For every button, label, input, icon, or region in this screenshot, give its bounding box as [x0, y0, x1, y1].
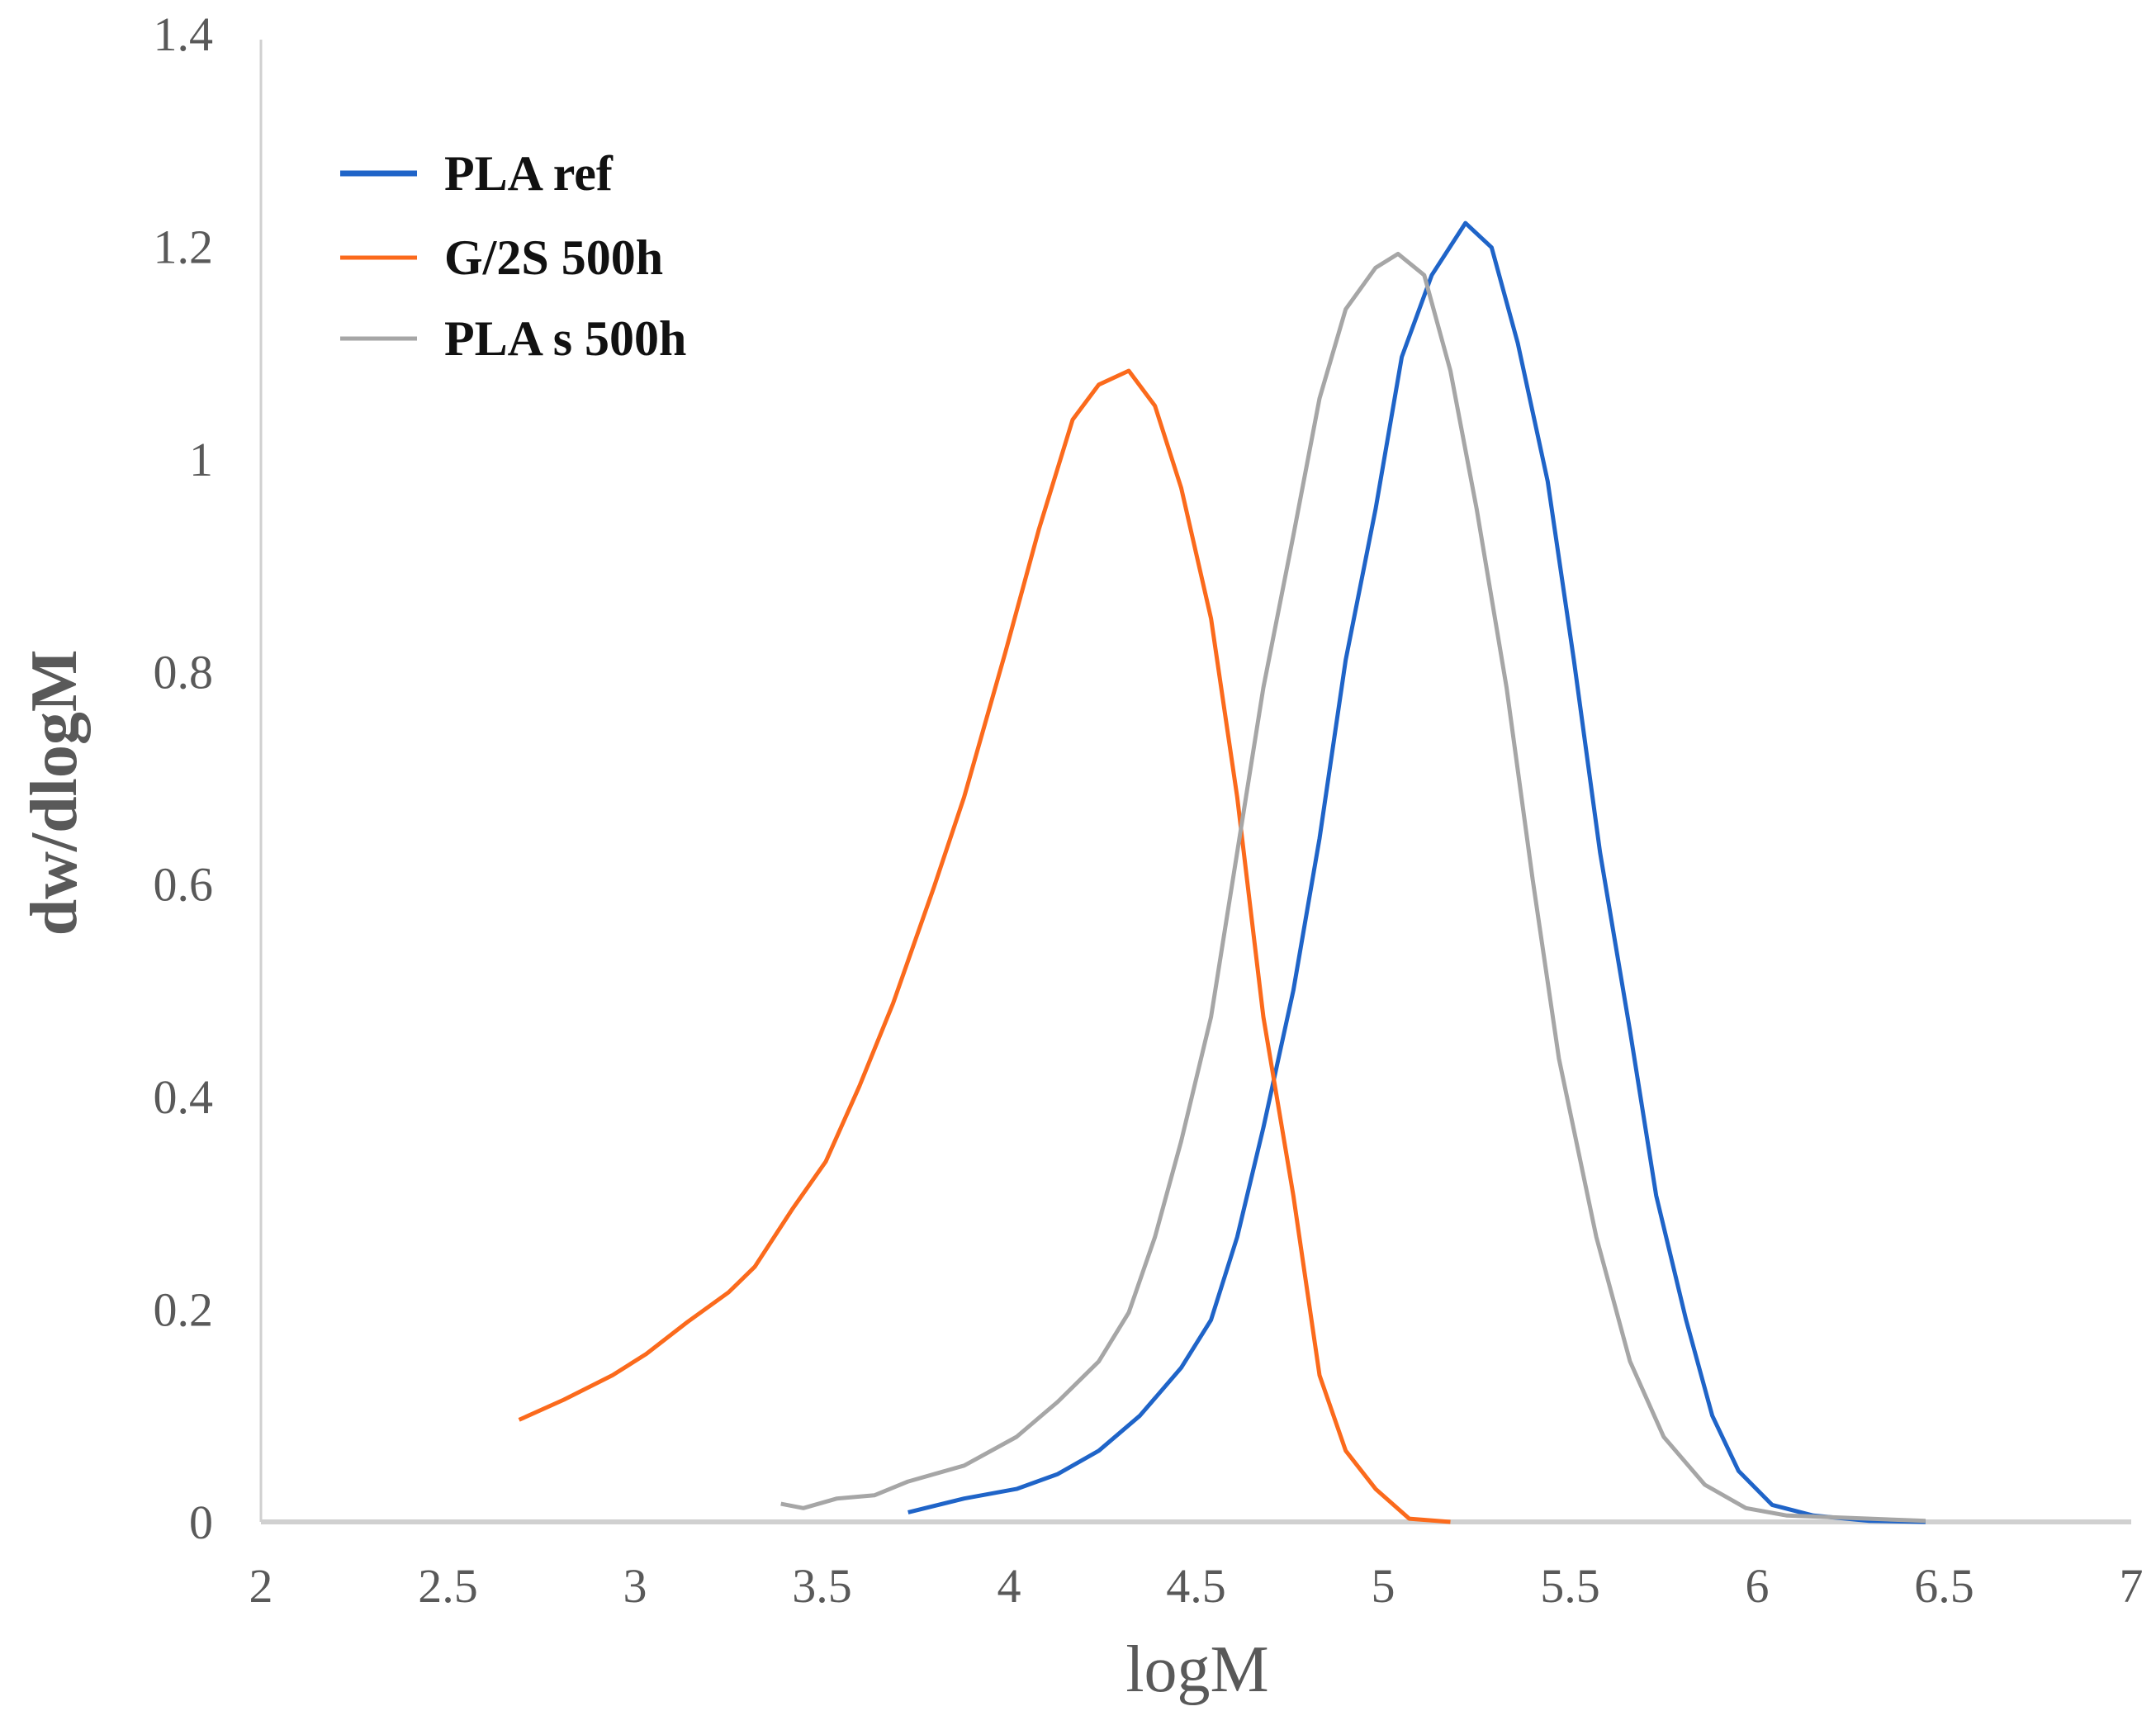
legend-label: PLA s 500h — [444, 311, 686, 366]
legend-label: G/2S 500h — [444, 230, 663, 285]
x-tick-label: 2 — [249, 1559, 273, 1613]
y-tick-label: 1 — [189, 433, 213, 486]
x-tick-label: 4 — [997, 1559, 1021, 1613]
x-tick-label: 6.5 — [1914, 1559, 1974, 1613]
x-tick-label: 3.5 — [792, 1559, 852, 1613]
y-tick-label: 0.2 — [154, 1283, 214, 1337]
x-tick-label: 5.5 — [1540, 1559, 1600, 1613]
y-tick-label: 0.8 — [154, 645, 214, 699]
y-tick-label: 0.6 — [154, 858, 214, 912]
y-tick-label: 1.4 — [154, 7, 214, 61]
x-tick-label: 3 — [623, 1559, 647, 1613]
y-tick-label: 0 — [189, 1495, 213, 1549]
y-tick-label: 0.4 — [154, 1070, 214, 1124]
series-line-3 — [780, 251, 1926, 1524]
x-tick-label: 5 — [1372, 1559, 1395, 1613]
y-tick-label: 1.2 — [154, 220, 214, 273]
legend: PLA ref G/2S 500h PLA s 500h — [340, 146, 686, 366]
series-line-1 — [907, 220, 1926, 1524]
series-line-2 — [518, 368, 1451, 1524]
x-axis-label: logM — [1125, 1633, 1268, 1706]
x-tick-label: 7 — [2120, 1559, 2144, 1613]
x-tick-label: 4.5 — [1166, 1559, 1226, 1613]
y-axis-label: dw/dlogM — [18, 650, 91, 936]
legend-label: PLA ref — [444, 146, 614, 201]
x-tick-label: 6 — [1746, 1559, 1770, 1613]
x-tick-label: 2.5 — [418, 1559, 478, 1613]
